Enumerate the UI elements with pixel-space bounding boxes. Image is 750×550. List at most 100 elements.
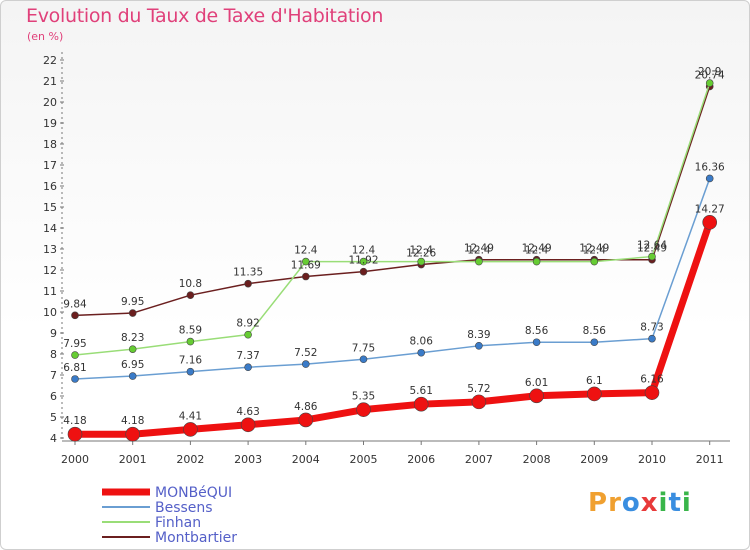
data-label-monb-qui: 14.27 — [695, 203, 725, 215]
point-monb-qui — [529, 388, 544, 404]
legend-label-finhan: Finhan — [155, 515, 201, 531]
data-label-monb-qui: 6.16 — [640, 374, 664, 386]
logo-letter: i — [658, 488, 669, 518]
data-label-finhan: 12.4 — [294, 245, 318, 257]
proxiti-logo: Proxiti — [588, 488, 692, 518]
x-tick-label: 2000 — [61, 453, 89, 466]
chart-title: Evolution du Taux de Taxe d'Habitation — [26, 5, 384, 27]
point-monb-qui — [240, 417, 256, 433]
point-montbartier — [128, 309, 137, 317]
x-tick-label: 2001 — [119, 453, 147, 466]
point-finhan — [301, 257, 310, 266]
chart-unit-label: (en %) — [27, 30, 64, 43]
y-tick-label: 21 — [43, 75, 57, 88]
legend-label-monb-qui: MONBéQUI — [155, 485, 232, 501]
data-label-monb-qui: 5.72 — [467, 383, 490, 395]
series-layer — [67, 79, 718, 442]
x-tick-label: 2002 — [176, 453, 204, 466]
data-label-finhan: 8.92 — [236, 318, 259, 330]
series-line-monb-qui — [71, 218, 714, 438]
legend-label-bessens: Bessens — [155, 500, 213, 516]
y-tick-label: 15 — [43, 201, 57, 214]
y-tick-label: 13 — [43, 243, 57, 256]
data-label-montbartier: 11.69 — [291, 260, 321, 272]
point-finhan — [244, 330, 252, 339]
x-tick-label: 2007 — [465, 453, 493, 466]
data-label-finhan: 12.4 — [467, 245, 491, 257]
y-tick-label: 19 — [43, 117, 57, 130]
point-monb-qui — [125, 426, 140, 442]
data-label-montbartier: 12.49 — [464, 243, 494, 255]
x-tick-label: 2009 — [580, 453, 608, 466]
point-finhan — [475, 257, 483, 266]
y-tick-label: 9 — [50, 327, 57, 340]
data-label-montbartier: 10.8 — [179, 278, 202, 290]
x-tick-label: 2010 — [638, 453, 666, 466]
point-montbartier — [186, 291, 195, 300]
data-label-monb-qui: 5.35 — [352, 391, 375, 403]
y-tick-label: 6 — [50, 390, 57, 403]
point-montbartier — [71, 311, 79, 320]
point-finhan — [590, 257, 599, 266]
legend-label-montbartier: Montbartier — [155, 530, 237, 546]
point-monb-qui — [298, 412, 314, 428]
data-label-montbartier: 11.92 — [348, 255, 378, 267]
point-bessens — [590, 338, 599, 347]
point-monb-qui — [702, 215, 718, 230]
point-finhan — [417, 257, 426, 266]
data-label-bessens: 7.37 — [236, 350, 259, 362]
logo-letter: x — [640, 488, 659, 518]
data-label-finhan: 8.59 — [179, 325, 202, 337]
logo-letter: o — [621, 488, 641, 518]
data-label-monb-qui: 6.1 — [586, 375, 603, 387]
y-tick-label: 18 — [43, 138, 57, 151]
y-tick-label: 16 — [43, 180, 57, 193]
x-tick-label: 2004 — [292, 453, 320, 466]
series-line-bessens — [74, 177, 711, 380]
y-tick-label: 11 — [43, 285, 57, 298]
data-label-bessens: 8.56 — [583, 325, 607, 337]
data-label-bessens: 8.06 — [410, 336, 434, 348]
data-label-finhan: 12.4 — [583, 245, 607, 257]
point-finhan — [128, 345, 137, 353]
data-label-finhan: 12.4 — [352, 245, 376, 257]
point-finhan — [705, 79, 714, 87]
data-label-bessens: 8.73 — [640, 322, 663, 334]
point-bessens — [186, 367, 195, 376]
point-monb-qui — [413, 396, 429, 412]
logo-letter: r — [608, 488, 622, 518]
data-label-finhan: 8.23 — [121, 332, 144, 344]
data-label-monb-qui: 4.41 — [179, 410, 202, 422]
point-monb-qui — [586, 386, 602, 402]
y-tick-label: 8 — [50, 348, 57, 361]
data-label-montbartier: 9.95 — [121, 296, 144, 308]
logo-letter: P — [588, 488, 609, 518]
data-label-montbartier: 12.26 — [406, 248, 436, 260]
point-montbartier — [359, 267, 368, 276]
data-label-monb-qui: 6.01 — [525, 377, 548, 389]
point-monb-qui — [471, 394, 487, 410]
data-label-monb-qui: 4.18 — [121, 415, 144, 427]
x-tick-label: 2011 — [696, 453, 724, 466]
point-bessens — [417, 348, 426, 357]
series-line-montbartier — [74, 85, 711, 317]
data-label-finhan: 12.4 — [525, 245, 549, 257]
x-tick-label: 2005 — [350, 453, 378, 466]
data-label-monb-qui: 4.18 — [63, 415, 86, 427]
point-bessens — [648, 334, 656, 343]
y-tick-label: 4 — [50, 432, 57, 445]
data-label-montbartier: 12.49 — [522, 243, 552, 255]
point-finhan — [359, 257, 368, 266]
data-label-montbartier: 11.35 — [233, 267, 263, 279]
data-label-finhan: 7.95 — [63, 338, 86, 350]
y-tick-label: 14 — [43, 222, 57, 235]
point-bessens — [532, 338, 541, 347]
point-bessens — [301, 360, 310, 368]
data-label-finhan: 12.4 — [410, 245, 434, 257]
point-finhan — [71, 351, 79, 359]
logo-letter: t — [668, 488, 682, 518]
y-tick-label: 10 — [43, 306, 57, 319]
point-monb-qui — [356, 402, 371, 417]
